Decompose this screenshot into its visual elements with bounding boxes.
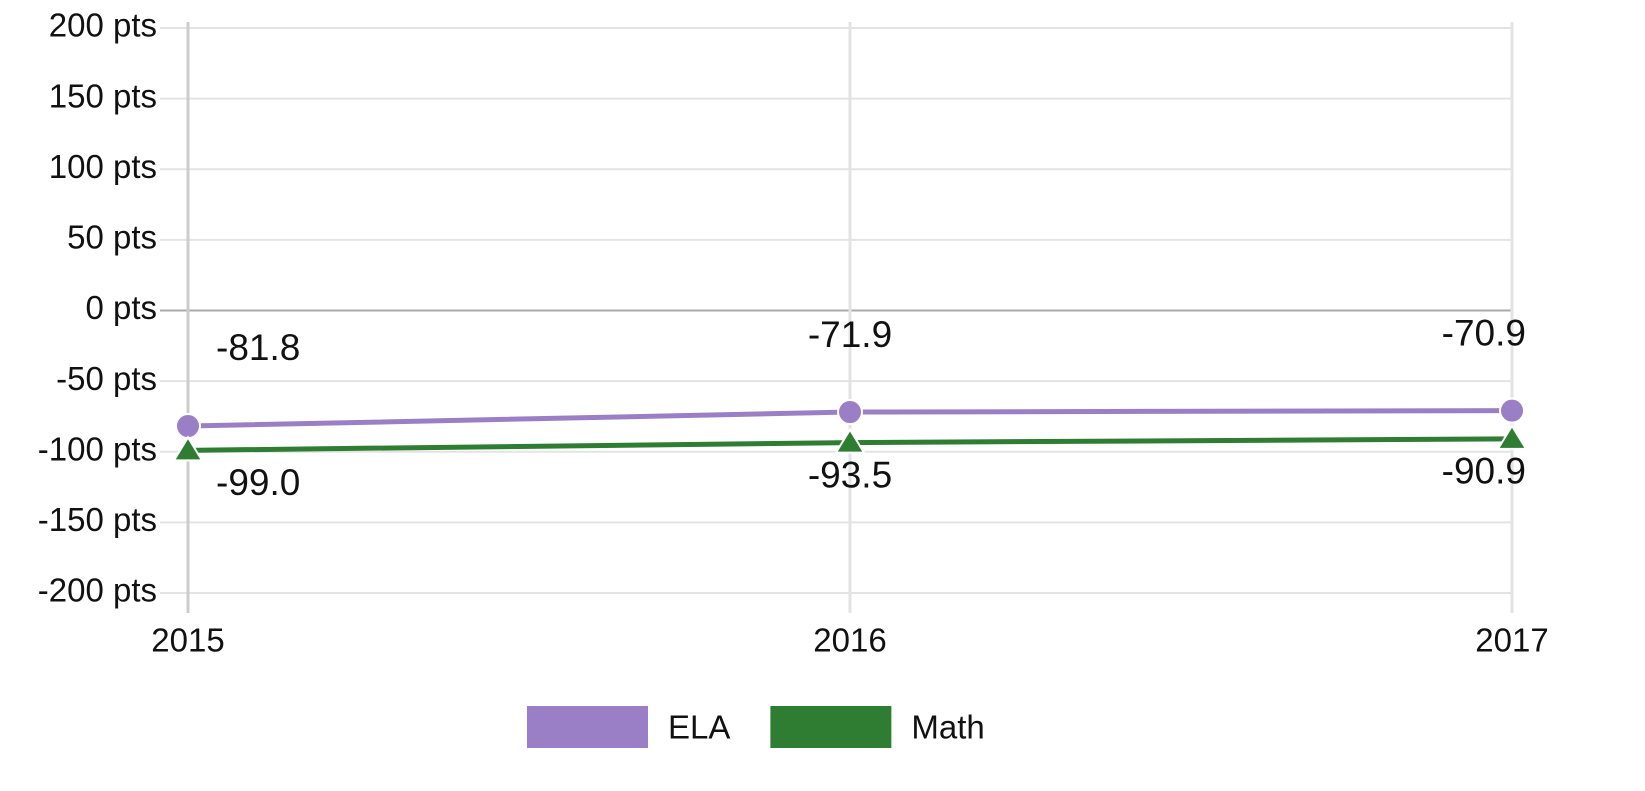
point bbox=[837, 399, 863, 426]
x-tick-label: 2015 bbox=[151, 622, 224, 659]
legend-label: ELA bbox=[668, 709, 730, 746]
point bbox=[1496, 423, 1528, 450]
point bbox=[1499, 397, 1525, 424]
y-tick-label: 50 pts bbox=[67, 219, 157, 256]
y-tick-label: 200 pts bbox=[49, 7, 157, 44]
legend-swatch bbox=[770, 706, 892, 748]
x-tick-label: 2016 bbox=[813, 622, 886, 659]
y-tick-label: -100 pts bbox=[38, 430, 157, 467]
data-label: -71.9 bbox=[808, 314, 892, 355]
y-tick-label: 150 pts bbox=[49, 77, 157, 114]
y-tick-label: -200 pts bbox=[38, 572, 157, 609]
y-tick-label: 100 pts bbox=[49, 148, 157, 185]
data-label: -90.9 bbox=[1442, 451, 1526, 492]
y-tick-label: -50 pts bbox=[56, 360, 157, 397]
legend-label: Math bbox=[911, 709, 984, 746]
point bbox=[175, 413, 201, 440]
data-label: -93.5 bbox=[808, 454, 892, 495]
legend-swatch bbox=[527, 706, 648, 748]
y-tick-label: -150 pts bbox=[38, 501, 157, 538]
data-label: -70.9 bbox=[1442, 312, 1526, 353]
data-label: -99.0 bbox=[216, 462, 300, 503]
y-tick-label: 0 pts bbox=[85, 289, 157, 326]
point bbox=[172, 435, 204, 462]
x-tick-label: 2017 bbox=[1475, 622, 1548, 659]
data-label: -81.8 bbox=[216, 327, 300, 368]
point bbox=[834, 427, 866, 454]
